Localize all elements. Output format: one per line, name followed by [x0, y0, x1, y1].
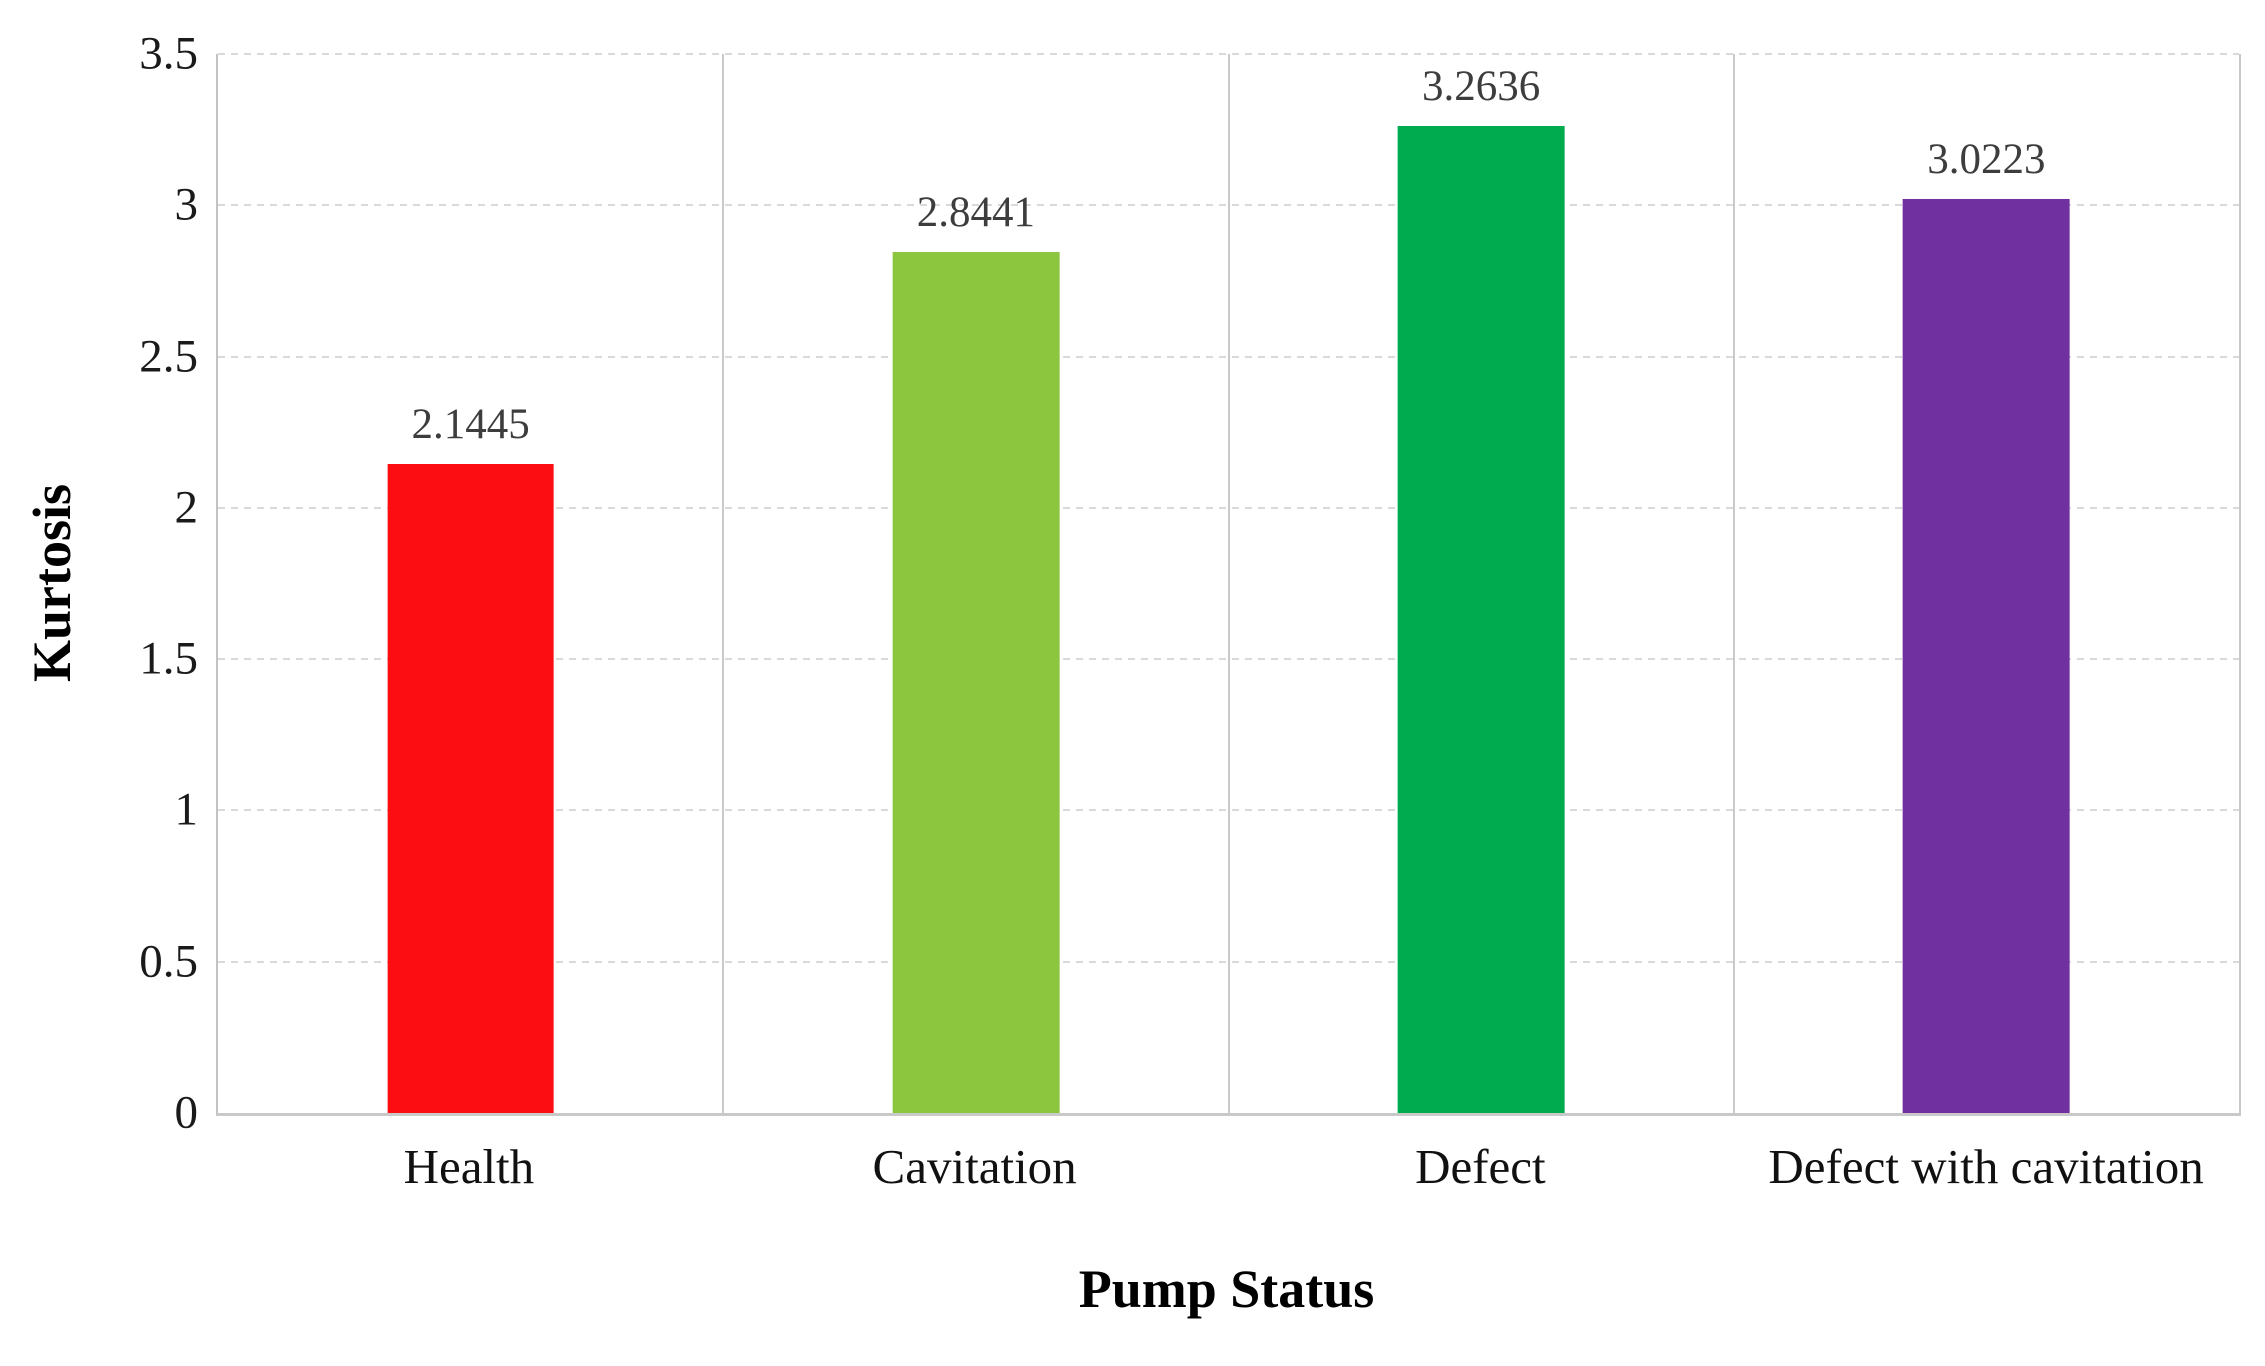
bar: [1397, 125, 1565, 1113]
category-label: Cavitation: [872, 1139, 1077, 1194]
category-pane: 2.8441: [722, 54, 1228, 1113]
bar: [892, 252, 1060, 1113]
category-pane: 3.0223: [1732, 54, 2239, 1113]
bar-value-label: 2.8441: [916, 189, 1035, 237]
pane-separator: [1732, 54, 1735, 1113]
category-label: Health: [403, 1139, 535, 1194]
y-axis-tick-labels: 0 0.5 1 1.5 2 2.5 3 3.5: [0, 30, 199, 1136]
y-tick-label: 1.5: [139, 632, 198, 685]
y-tick-label: 3: [174, 178, 199, 231]
category-pane: 2.1445: [218, 54, 723, 1113]
category-label: Defect with cavitation: [1768, 1139, 2204, 1194]
y-tick-label: 2: [174, 481, 199, 534]
bar-value-label: 2.1445: [411, 401, 530, 449]
pane-separator: [722, 54, 725, 1113]
plot-area: 2.1445 2.8441 3.2636 3.0223: [216, 53, 2241, 1116]
x-axis-category-labels: Health Cavitation Defect Defect with cavita…: [216, 1140, 2239, 1194]
pane-separator: [1227, 54, 1230, 1113]
bar: [1903, 198, 2070, 1113]
y-tick-label: 0.5: [139, 935, 198, 988]
y-tick-label: 1: [174, 783, 199, 836]
bar-value-label: 3.2636: [1422, 62, 1541, 110]
bar-value-label: 3.0223: [1927, 135, 2046, 183]
category-label: Defect: [1415, 1139, 1546, 1194]
y-tick-label: 0: [174, 1086, 199, 1139]
y-tick-label: 3.5: [139, 27, 198, 80]
x-axis-title: Pump Status: [1078, 1259, 1375, 1319]
y-tick-label: 2.5: [139, 330, 198, 383]
category-pane: 3.2636: [1227, 54, 1734, 1113]
bar: [387, 464, 554, 1113]
